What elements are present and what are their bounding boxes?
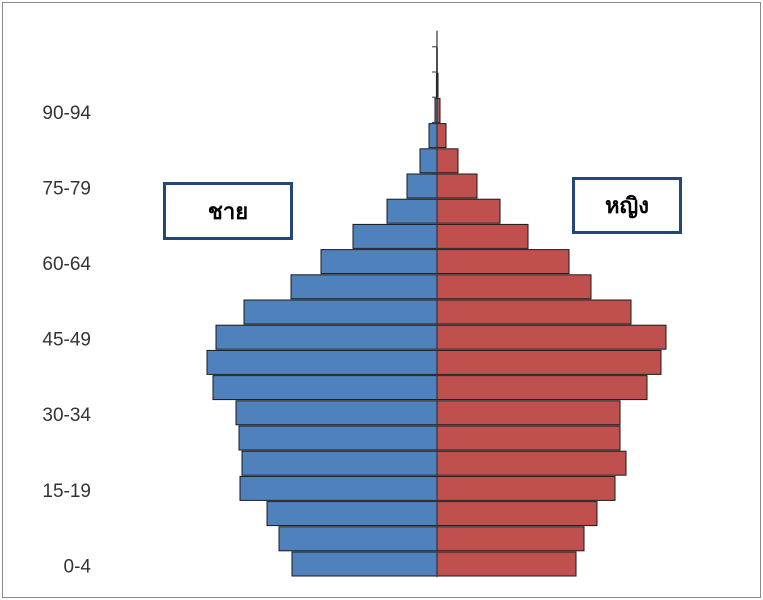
bar-male-80-84	[419, 148, 438, 174]
bar-female-25-29	[436, 425, 621, 451]
bar-female-55-59	[436, 274, 592, 300]
bar-female-20-24	[436, 450, 627, 476]
bar-female-65-69	[436, 223, 529, 249]
bar-female-0-4	[436, 551, 577, 577]
bar-male-65-69	[352, 223, 438, 249]
bar-female-80-84	[436, 148, 459, 174]
bar-male-60-64	[320, 249, 438, 275]
bar-male-25-29	[238, 425, 438, 451]
bar-male-70-74	[386, 198, 438, 224]
population-pyramid-chart: 0-4 15-19 30-34 45-49 60-64 75-79 90-94	[42, 30, 667, 577]
bar-male-85-89	[428, 123, 438, 149]
legend-male: ชาย	[163, 182, 293, 240]
bar-female-35-39	[436, 375, 648, 401]
bar-female-70-74	[436, 198, 501, 224]
bar-male-30-34	[235, 400, 438, 426]
bar-female-75-79	[436, 173, 478, 199]
legend-male-label: ชาย	[207, 199, 249, 225]
y-tick-label: 0-4	[64, 556, 92, 577]
bar-male-0-4	[291, 551, 438, 577]
bar-female-40-44	[436, 349, 662, 375]
bar-male-55-59	[290, 274, 438, 300]
bar-male-10-14	[266, 501, 438, 527]
bar-female-45-49	[436, 324, 667, 350]
bar-male-50-54	[243, 299, 438, 325]
bar-female-10-14	[436, 501, 598, 527]
bar-male-40-44	[206, 349, 438, 375]
bar-male-75-79	[406, 173, 438, 199]
bar-male-15-19	[239, 475, 438, 501]
y-tick-label: 75-79	[42, 178, 91, 199]
bar-female-85-89	[436, 123, 447, 149]
bar-male-5-9	[278, 526, 438, 552]
bar-male-35-39	[212, 375, 438, 401]
bar-female-30-34	[436, 400, 621, 426]
bar-male-20-24	[241, 450, 438, 476]
legend-female-label: หญิง	[605, 194, 649, 219]
bar-male-45-49	[215, 324, 438, 350]
bar-female-15-19	[436, 475, 616, 501]
y-tick-label: 45-49	[42, 330, 91, 351]
y-tick-label: 15-19	[42, 481, 91, 502]
bar-female-50-54	[436, 299, 632, 325]
y-tick-label: 60-64	[42, 254, 91, 275]
y-tick-label: 30-34	[42, 405, 91, 426]
bar-female-5-9	[436, 526, 585, 552]
bar-female-60-64	[436, 249, 570, 275]
y-tick-label: 90-94	[42, 103, 91, 124]
legend-female: หญิง	[572, 177, 682, 234]
